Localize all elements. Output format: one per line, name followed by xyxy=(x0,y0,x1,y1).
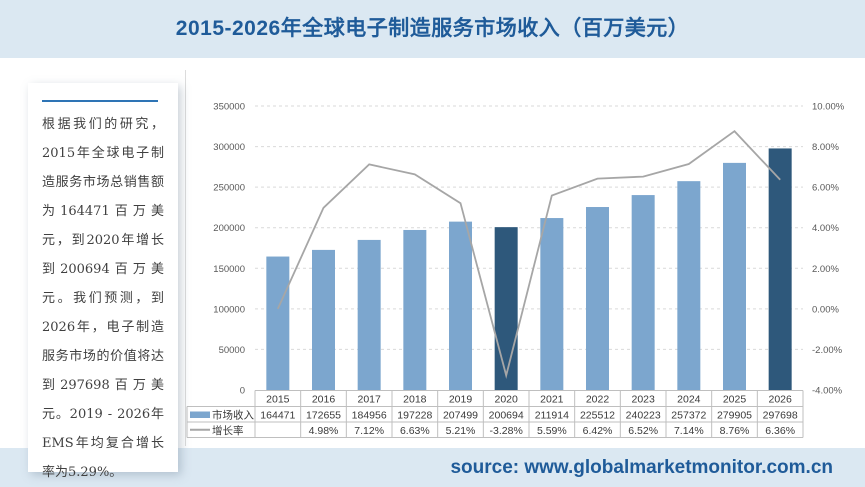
y-axis-tick-label: 250000 xyxy=(213,183,245,194)
revenue-cell: 225512 xyxy=(580,410,615,422)
year-label: 2015 xyxy=(266,394,290,406)
year-label: 2021 xyxy=(540,394,564,406)
pct-axis-tick-label: -2.00% xyxy=(812,345,843,356)
revenue-bar-2025 xyxy=(723,162,746,390)
year-label: 2025 xyxy=(723,394,747,406)
summary-text: 根据我们的研究，2015年全球电子制造服务市场总销售额为164471百万美元，到… xyxy=(42,117,164,480)
growth-cell: -3.28% xyxy=(490,425,523,437)
pct-axis-tick-label: 0.00% xyxy=(812,304,839,315)
y-axis-tick-label: 50000 xyxy=(219,345,245,356)
title-band: 2015-2026年全球电子制造服务市场收入（百万美元） xyxy=(0,0,865,58)
revenue-cell: 297698 xyxy=(763,410,798,422)
revenue-bar-2019 xyxy=(449,221,472,390)
year-label: 2024 xyxy=(677,394,701,406)
card-accent-rule xyxy=(42,100,158,102)
y-axis-tick-label: 0 xyxy=(240,386,245,397)
revenue-bar-2022 xyxy=(586,207,609,390)
summary-card: 根据我们的研究，2015年全球电子制造服务市场总销售额为164471百万美元，到… xyxy=(28,83,178,480)
pct-axis-tick-label: 10.00% xyxy=(812,102,845,113)
y-axis-tick-label: 350000 xyxy=(213,102,245,113)
pct-axis-tick-label: 2.00% xyxy=(812,264,839,275)
pct-axis-tick-label: 4.00% xyxy=(812,223,839,234)
y-axis-tick-label: 100000 xyxy=(213,304,245,315)
legend-revenue-swatch xyxy=(190,411,210,418)
source-text: source: www.globalmarketmonitor.com.cn xyxy=(450,457,833,478)
year-label: 2022 xyxy=(586,394,610,406)
growth-cell: 4.98% xyxy=(309,425,339,437)
revenue-cell: 184956 xyxy=(352,410,387,422)
revenue-bar-2023 xyxy=(631,195,655,390)
revenue-bar-2018 xyxy=(403,229,427,390)
legend-growth-label: 增长率 xyxy=(212,424,244,437)
growth-cell: 7.14% xyxy=(674,425,704,437)
year-label: 2026 xyxy=(768,394,792,406)
y-axis-tick-label: 200000 xyxy=(213,223,245,234)
revenue-bar-2024 xyxy=(677,181,701,390)
revenue-bar-2016 xyxy=(312,249,335,390)
growth-cell: 6.36% xyxy=(765,425,795,437)
year-label: 2020 xyxy=(494,394,518,406)
revenue-cell: 207499 xyxy=(443,410,478,422)
pct-axis-tick-label: 6.00% xyxy=(812,183,839,194)
pct-axis-tick-label: 8.00% xyxy=(812,142,839,153)
legend-revenue-label: 市场收入 xyxy=(212,409,254,422)
year-label: 2023 xyxy=(631,394,655,406)
revenue-cell: 164471 xyxy=(260,410,295,422)
revenue-cell: 279905 xyxy=(717,410,752,422)
growth-cell: 8.76% xyxy=(720,425,750,437)
growth-cell: 6.52% xyxy=(628,425,658,437)
chart-title: 2015-2026年全球电子制造服务市场收入（百万美元） xyxy=(175,17,690,40)
pct-axis-tick-label: -4.00% xyxy=(812,386,843,397)
year-label: 2017 xyxy=(357,394,381,406)
year-label: 2018 xyxy=(403,394,427,406)
growth-cell: 6.63% xyxy=(400,425,430,437)
revenue-cell: 200694 xyxy=(489,410,524,422)
year-label: 2016 xyxy=(312,394,336,406)
growth-line xyxy=(276,130,781,379)
revenue-bar-2021 xyxy=(540,218,564,390)
revenue-cell: 240223 xyxy=(626,410,661,422)
combo-chart: 0 50000 100000 150000 200000 250000 300000 3500… xyxy=(185,70,845,446)
revenue-cell: 172655 xyxy=(306,410,341,422)
revenue-cell: 211914 xyxy=(535,410,569,422)
revenue-cell: 257372 xyxy=(671,410,706,422)
revenue-cell: 197228 xyxy=(397,410,432,422)
growth-cell: 5.21% xyxy=(446,425,476,437)
year-label: 2019 xyxy=(449,394,473,406)
y-axis-tick-label: 150000 xyxy=(213,264,245,275)
revenue-bar-2026 xyxy=(768,148,792,390)
revenue-bar-2015 xyxy=(266,256,290,390)
chart-area: 0 50000 100000 150000 200000 250000 300000 3500… xyxy=(185,58,865,448)
revenue-bar-2017 xyxy=(357,239,381,390)
growth-cell: 6.42% xyxy=(583,425,613,437)
y-axis-tick-label: 300000 xyxy=(213,142,245,153)
growth-cell: 7.12% xyxy=(354,425,384,437)
revenue-bar-2020 xyxy=(494,227,518,390)
growth-cell: 5.59% xyxy=(537,425,567,437)
